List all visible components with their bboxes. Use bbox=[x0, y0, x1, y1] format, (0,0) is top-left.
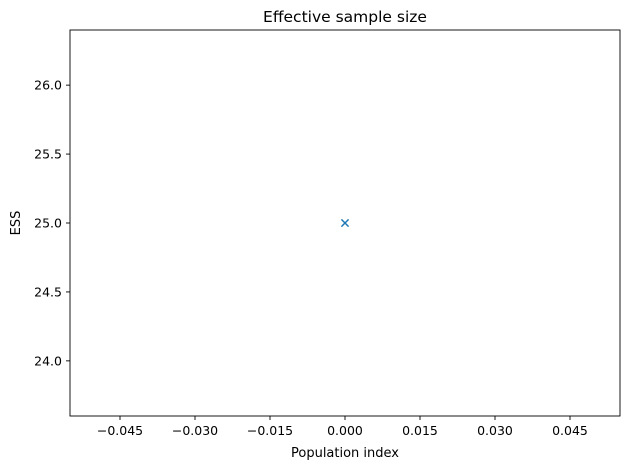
y-tick-label: 26.0 bbox=[34, 78, 62, 93]
x-tick-label: −0.015 bbox=[247, 423, 293, 438]
data-point-marker bbox=[340, 218, 350, 228]
x-axis-label: Population index bbox=[291, 446, 399, 461]
x-tick-label: 0.015 bbox=[402, 423, 438, 438]
y-tick-label: 25.5 bbox=[34, 147, 62, 162]
x-tick-label: 0.000 bbox=[327, 423, 363, 438]
y-tick-label: 24.0 bbox=[34, 353, 62, 368]
x-axis: −0.045 −0.030 −0.015 0.000 0.015 0.030 0.045 bbox=[97, 416, 588, 438]
x-tick-label: 0.045 bbox=[552, 423, 588, 438]
x-tick-label: 0.030 bbox=[477, 423, 513, 438]
y-axis-label: ESS bbox=[9, 211, 24, 236]
y-tick-label: 25.0 bbox=[34, 216, 62, 231]
chart-title: Effective sample size bbox=[263, 8, 427, 26]
x-tick-label: −0.030 bbox=[172, 423, 218, 438]
y-axis: 24.0 24.5 25.0 25.5 26.0 bbox=[34, 78, 70, 368]
x-tick-label: −0.045 bbox=[97, 423, 143, 438]
y-tick-label: 24.5 bbox=[34, 284, 62, 299]
data-points bbox=[340, 218, 350, 228]
